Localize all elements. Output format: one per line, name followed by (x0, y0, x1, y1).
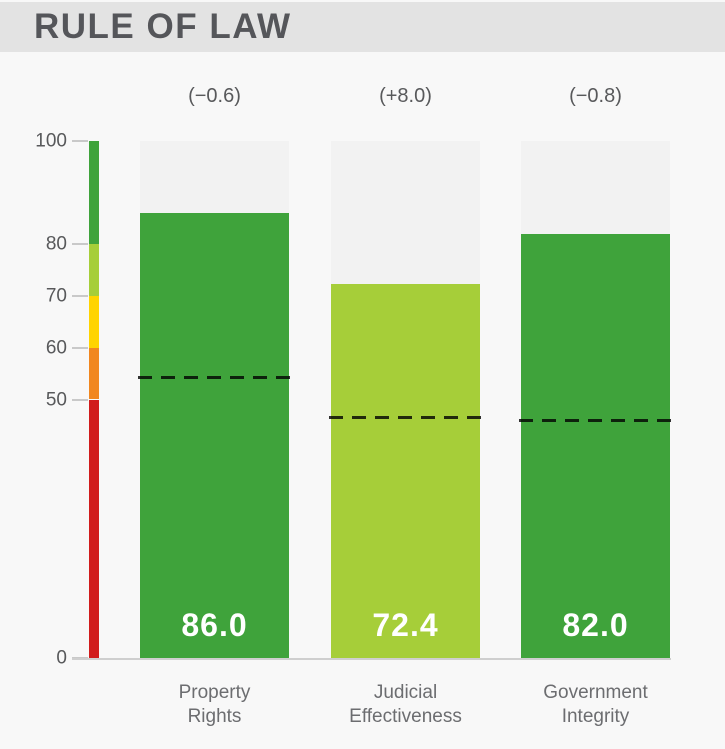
y-axis-tick-label: 0 (56, 647, 67, 669)
y-axis-tick: 50 (0, 390, 88, 409)
y-axis-tick: 80 (0, 235, 88, 254)
bar-fill: 82.0 (521, 234, 670, 658)
color-scale-band (89, 141, 99, 245)
benchmark-dashed-line (329, 415, 482, 419)
color-scale-band (89, 296, 99, 348)
change-label: (−0.6) (188, 85, 241, 107)
color-scale (89, 141, 99, 658)
change-label: (+8.0) (379, 85, 432, 107)
color-scale-band (89, 399, 99, 658)
bar-fill: 72.4 (331, 283, 480, 658)
bar-value-label: 72.4 (372, 607, 439, 643)
y-axis-tick-mark (72, 399, 88, 400)
y-axis-tick-mark (72, 295, 88, 297)
benchmark-dashed-line (519, 418, 672, 422)
y-axis-tick: 70 (0, 287, 88, 306)
y-axis-tick-mark (72, 347, 88, 349)
y-axis-tick-label: 60 (45, 337, 67, 359)
change-label: (−0.8) (569, 85, 622, 107)
y-axis-tick: 60 (0, 338, 88, 357)
y-axis-tick-label: 50 (45, 389, 67, 410)
bar-value-label: 86.0 (181, 607, 248, 643)
y-axis-tick-mark (72, 140, 88, 142)
bar-column: (−0.6) 86.0 Property Rights (138, 85, 291, 727)
color-scale-band (89, 347, 99, 400)
y-axis-tick-label: 80 (45, 233, 67, 255)
bar-column: (+8.0) 72.4 Judicial Effectiveness (329, 85, 482, 727)
y-axis-tick-mark (72, 243, 88, 245)
y-axis-tick-label: 70 (45, 285, 67, 307)
category-label: Judicial Effectiveness (349, 682, 462, 727)
section-header: RULE OF LAW (0, 2, 725, 52)
y-axis-tick-label: 100 (35, 130, 67, 152)
bar-value-label: 82.0 (562, 607, 629, 643)
y-axis-tick: 100 (0, 132, 88, 151)
x-axis-line (72, 658, 671, 660)
category-label: Government Integrity (543, 682, 648, 727)
category-label: Property Rights (178, 682, 251, 727)
bar-fill: 86.0 (140, 213, 289, 658)
color-scale-band (89, 244, 99, 297)
bar-column: (−0.8) 82.0 Government Integrity (519, 85, 672, 727)
benchmark-dashed-line (138, 376, 291, 380)
page-title: RULE OF LAW (34, 7, 292, 46)
